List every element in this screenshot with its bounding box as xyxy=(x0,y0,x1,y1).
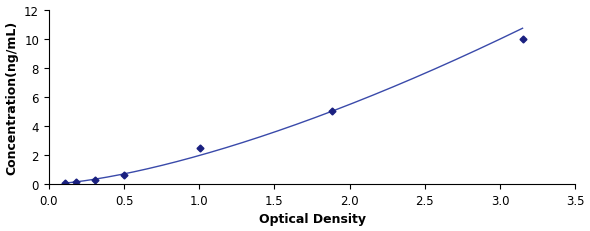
Y-axis label: Concentration(ng/mL): Concentration(ng/mL) xyxy=(5,21,18,174)
X-axis label: Optical Density: Optical Density xyxy=(258,213,366,225)
